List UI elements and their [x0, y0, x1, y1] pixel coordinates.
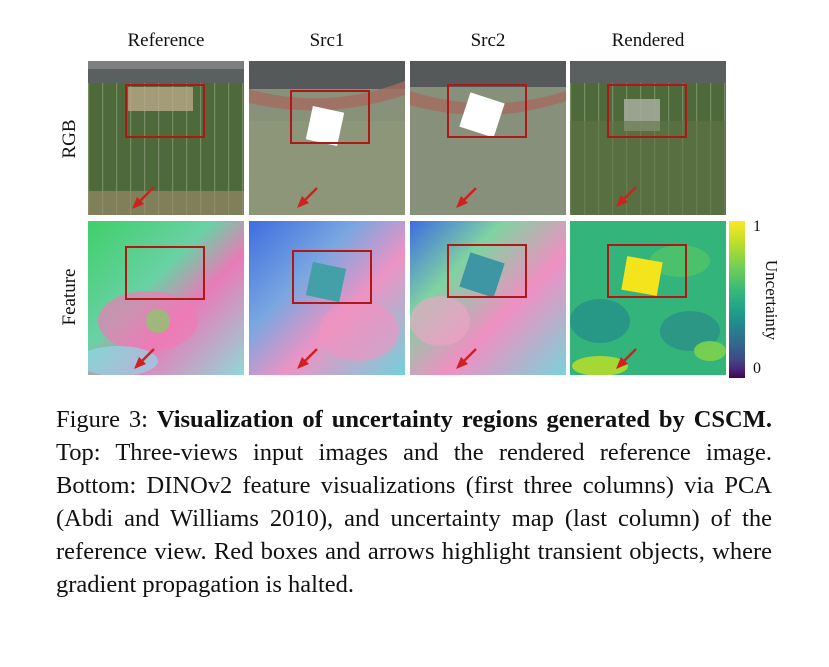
figure-3: Reference Src1 Src2 Rendered RGB Feature	[59, 30, 781, 378]
rgb-src2-image	[410, 61, 566, 215]
column-label-src2: Src2	[470, 30, 506, 51]
colorbar-max-label: 1	[753, 218, 761, 235]
uncertainty-map	[570, 221, 726, 375]
row-label-rgb: RGB	[59, 119, 80, 159]
column-label-rendered: Rendered	[611, 30, 685, 51]
feature-src1-map	[249, 221, 405, 375]
caption-body: Top: Three-views input images and the re…	[56, 439, 772, 598]
rgb-src1-image	[249, 61, 405, 215]
feature-src2-map	[410, 221, 566, 375]
row-label-feature: Feature	[59, 268, 80, 326]
colorbar-min-label: 0	[753, 360, 761, 377]
caption-prefix: Figure 3:	[56, 406, 157, 433]
caption-title: Visualization of uncertainty regions gen…	[156, 406, 772, 433]
colorbar-label: Uncertainty	[762, 259, 781, 341]
uncertainty-colorbar	[729, 221, 745, 378]
feature-reference-map	[88, 221, 244, 375]
column-label-src1: Src1	[309, 30, 345, 51]
column-label-reference: Reference	[127, 30, 205, 51]
rgb-reference-image	[88, 61, 244, 215]
figure-caption: Figure 3: Visualization of uncertainty r…	[56, 403, 772, 601]
rgb-rendered-image	[570, 61, 726, 215]
